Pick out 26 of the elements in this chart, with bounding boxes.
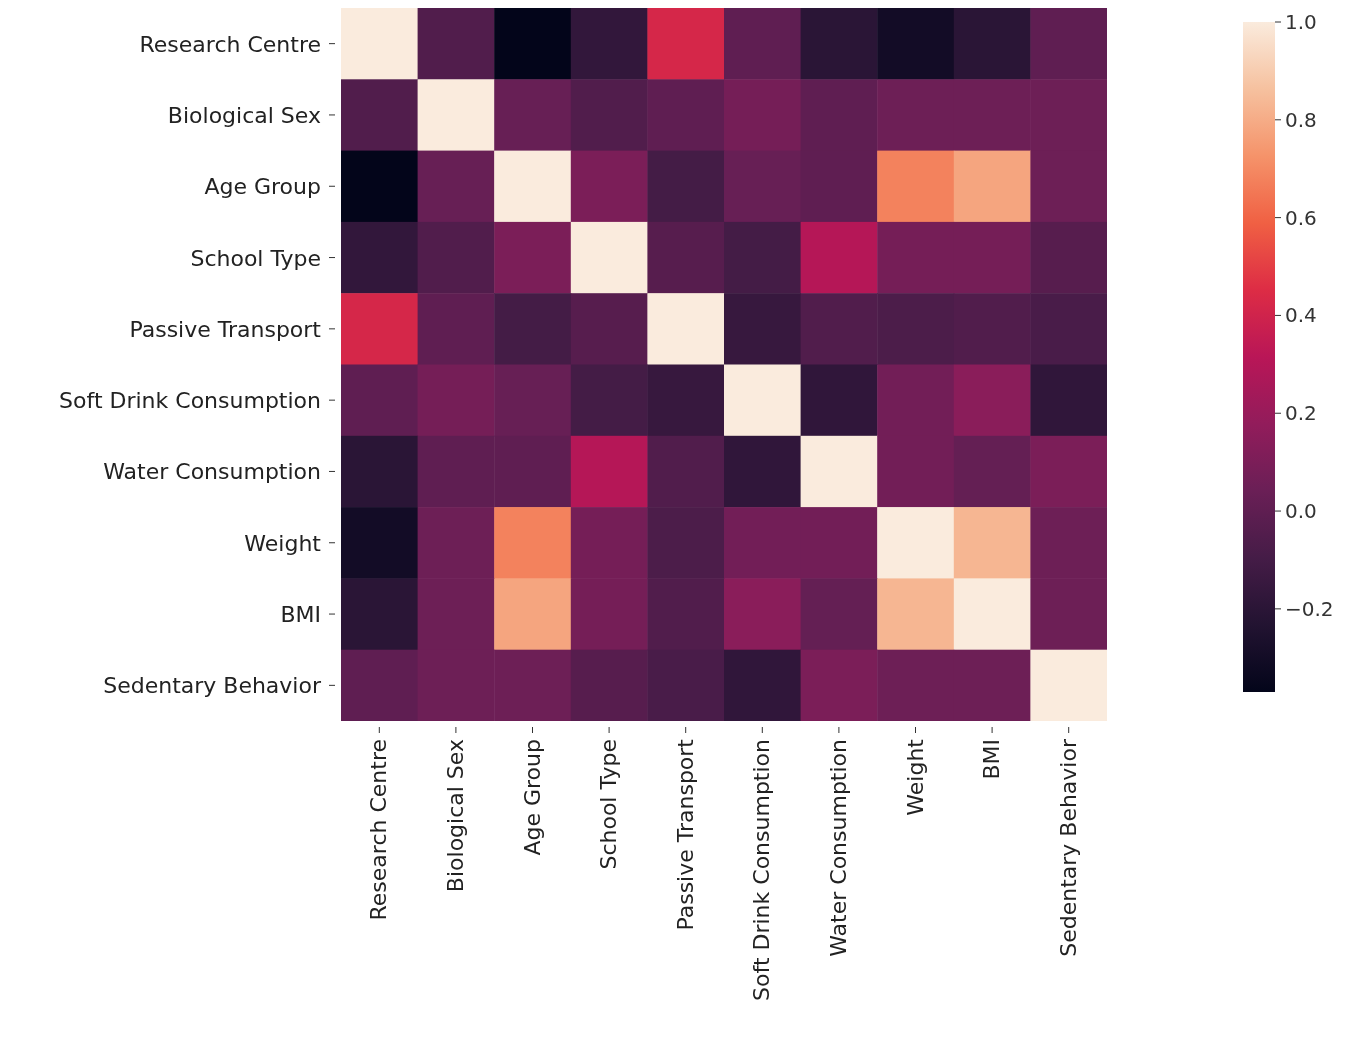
y-tick-label: Sedentary Behavior — [103, 673, 322, 699]
y-tick-label: Biological Sex — [167, 102, 321, 128]
x-tick-label: Passive Transport — [672, 738, 698, 931]
y-tick-label: Soft Drink Consumption — [59, 388, 321, 414]
x-tick-label: Age Group — [519, 739, 545, 856]
x-tick-label: Biological Sex — [442, 739, 468, 893]
color-bar-label: 0.2 — [1285, 401, 1317, 426]
x-tick-label: BMI — [979, 739, 1005, 780]
x-tick-label: Weight — [902, 738, 928, 816]
y-tick-label: Research Centre — [139, 31, 321, 57]
color-bar-label: 1.0 — [1285, 10, 1317, 34]
x-tick-label: School Type — [596, 739, 622, 870]
y-tick-label: Weight — [244, 530, 322, 556]
y-tick-label: BMI — [280, 602, 321, 628]
color-bar-label: −0.2 — [1285, 596, 1334, 621]
y-tick-label: School Type — [190, 245, 321, 271]
x-tick-label: Water Consumption — [825, 739, 851, 957]
color-bar-label: 0.4 — [1285, 303, 1317, 328]
x-tick-label: Sedentary Behavior — [1055, 738, 1081, 957]
y-tick-label: Age Group — [204, 174, 321, 200]
color-bar-label: 0.0 — [1285, 499, 1317, 524]
color-bar-label: 0.6 — [1285, 205, 1317, 230]
y-tick-label: Passive Transport — [129, 316, 322, 342]
x-tick-label: Soft Drink Consumption — [749, 739, 775, 1001]
y-tick-label: Water Consumption — [103, 459, 321, 485]
color-bar-label: 0.8 — [1285, 107, 1317, 132]
